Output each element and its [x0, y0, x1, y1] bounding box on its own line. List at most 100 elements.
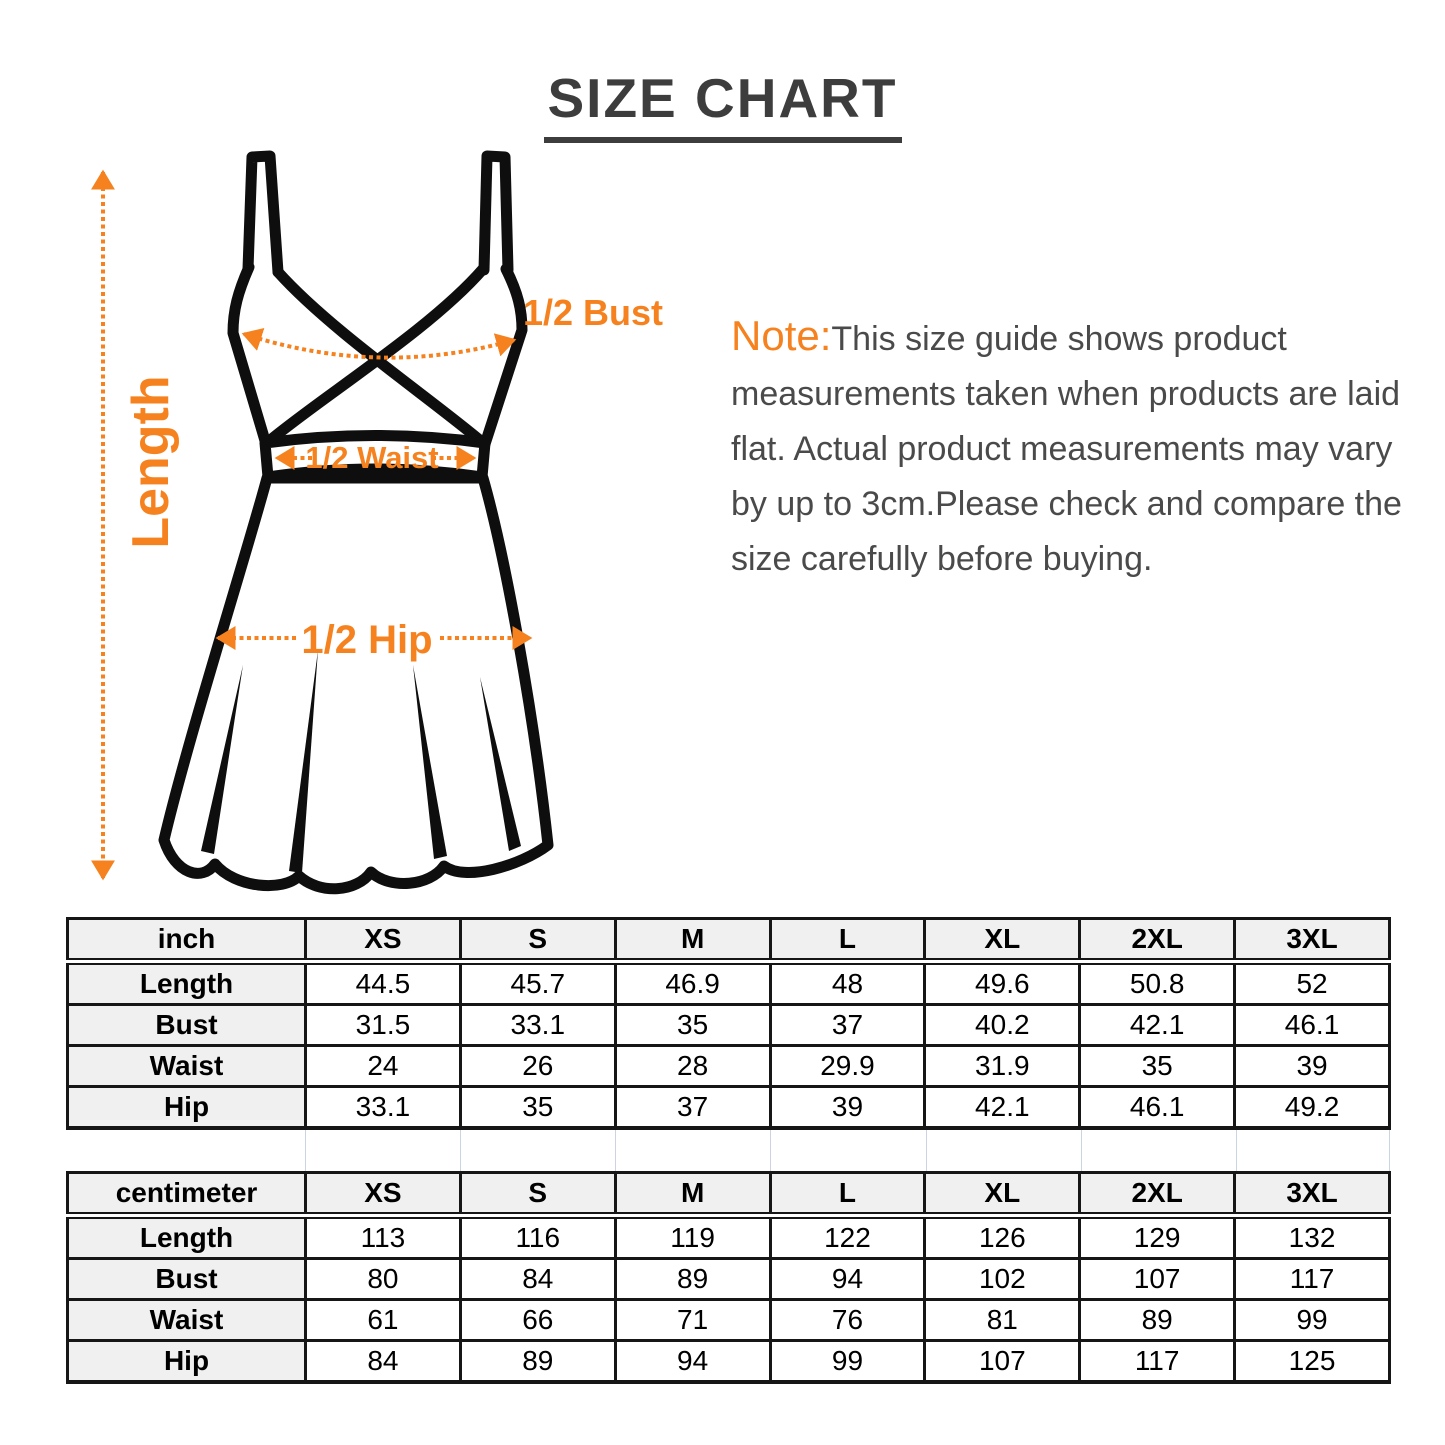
measurement-value: 45.7 — [458, 960, 617, 1006]
size-col-header: S — [458, 917, 617, 965]
measurement-value: 28 — [613, 1044, 772, 1088]
size-tables: inch XS S M L XL 2XL 3XL Length 44.5 45.… — [66, 917, 1391, 1384]
size-col-header: M — [613, 1171, 772, 1219]
measurement-value: 81 — [923, 1298, 1082, 1342]
page-title: SIZE CHART — [543, 66, 902, 143]
measurement-value: 117 — [1078, 1339, 1237, 1384]
size-col-header: 2XL — [1078, 917, 1237, 965]
measurement-value: 42.1 — [923, 1085, 1082, 1130]
measurement-value: 52 — [1233, 960, 1391, 1006]
table-row: inch XS S M L XL 2XL 3XL — [66, 917, 1391, 965]
column-guide-line — [926, 1130, 927, 1171]
column-guide-line — [1389, 1130, 1390, 1171]
measurement-value: 24 — [304, 1044, 462, 1088]
size-table-centimeter: centimeter XS S M L XL 2XL 3XL Length 11… — [66, 1171, 1391, 1384]
note-text: This size guide shows product measuremen… — [731, 320, 1402, 578]
note-paragraph: Note:This size guide shows product measu… — [731, 308, 1409, 587]
measurement-value: 35 — [458, 1085, 617, 1130]
unit-header: centimeter — [66, 1171, 307, 1219]
size-col-header: S — [458, 1171, 617, 1219]
measurement-value: 39 — [1233, 1044, 1391, 1088]
measurement-value: 44.5 — [304, 960, 462, 1006]
measurement-value: 89 — [613, 1257, 772, 1301]
measurement-label: Hip — [66, 1339, 307, 1384]
skirt-pleats — [201, 650, 521, 873]
measurement-value: 125 — [1233, 1339, 1391, 1384]
bust-label: 1/2 Bust — [523, 292, 663, 333]
size-col-header: XS — [304, 917, 462, 965]
measurement-value: 46.9 — [613, 960, 772, 1006]
size-col-header: 3XL — [1233, 1171, 1391, 1219]
measurement-value: 94 — [613, 1339, 772, 1384]
size-col-header: XL — [923, 917, 1082, 965]
table-row: Waist 61 66 71 76 81 89 99 — [66, 1298, 1391, 1342]
measurement-value: 99 — [1233, 1298, 1391, 1342]
size-table-inch: inch XS S M L XL 2XL 3XL Length 44.5 45.… — [66, 917, 1391, 1130]
measurement-value: 102 — [923, 1257, 1082, 1301]
measurement-value: 71 — [613, 1298, 772, 1342]
measurement-value: 31.5 — [304, 1003, 462, 1047]
measurement-value: 49.6 — [923, 960, 1082, 1006]
table-row: Hip 84 89 94 99 107 117 125 — [66, 1339, 1391, 1384]
measurement-value: 129 — [1078, 1214, 1237, 1260]
measurement-value: 50.8 — [1078, 960, 1237, 1006]
table-row: centimeter XS S M L XL 2XL 3XL — [66, 1171, 1391, 1219]
page-title-wrap: SIZE CHART — [0, 66, 1445, 143]
measurement-value: 40.2 — [923, 1003, 1082, 1047]
size-col-header: XL — [923, 1171, 1082, 1219]
measurement-value: 42.1 — [1078, 1003, 1237, 1047]
measurement-label: Hip — [66, 1085, 307, 1130]
size-col-header: 2XL — [1078, 1171, 1237, 1219]
measurement-value: 66 — [458, 1298, 617, 1342]
column-guide-line — [1081, 1130, 1082, 1171]
waistband — [259, 430, 491, 483]
measurement-value: 37 — [768, 1003, 927, 1047]
size-col-header: L — [768, 1171, 927, 1219]
measurement-value: 84 — [304, 1339, 462, 1384]
measurement-value: 37 — [613, 1085, 772, 1130]
measurement-value: 99 — [768, 1339, 927, 1384]
measurement-value: 107 — [1078, 1257, 1237, 1301]
dress-skirt — [158, 472, 554, 895]
right-strap — [478, 150, 514, 276]
table-row: Length 113 116 119 122 126 129 132 — [66, 1214, 1391, 1260]
measurement-label: Bust — [66, 1003, 307, 1047]
measurement-value: 35 — [613, 1003, 772, 1047]
measurement-value: 33.1 — [458, 1003, 617, 1047]
column-guide-line — [305, 1130, 306, 1171]
table-spacer — [66, 1130, 1391, 1171]
measurement-label: Bust — [66, 1257, 307, 1301]
table-row: Bust 31.5 33.1 35 37 40.2 42.1 46.1 — [66, 1003, 1391, 1047]
hip-label: 1/2 Hip — [301, 618, 432, 662]
length-label: Length — [122, 375, 180, 548]
measurement-value: 116 — [458, 1214, 617, 1260]
measurement-value: 89 — [458, 1339, 617, 1384]
left-strap — [242, 150, 284, 278]
measurement-value: 46.1 — [1078, 1085, 1237, 1130]
measurement-value: 84 — [458, 1257, 617, 1301]
measurement-value: 61 — [304, 1298, 462, 1342]
measurement-value: 119 — [613, 1214, 772, 1260]
bodice-left-side — [227, 261, 272, 450]
measurement-label: Length — [66, 1214, 307, 1260]
measurement-value: 113 — [304, 1214, 462, 1260]
measurement-value: 132 — [1233, 1214, 1391, 1260]
table-row: Bust 80 84 89 94 102 107 117 — [66, 1257, 1391, 1301]
size-col-header: M — [613, 917, 772, 965]
measurement-value: 107 — [923, 1339, 1082, 1384]
measurement-value: 80 — [304, 1257, 462, 1301]
bodice-wrap-right — [262, 263, 489, 448]
dress-measurement-diagram: Length 1/2 Bust 1/2 Waist 1/2 Hip — [91, 150, 663, 895]
measurement-value: 76 — [768, 1298, 927, 1342]
measurement-value: 29.9 — [768, 1044, 927, 1088]
measurement-value: 122 — [768, 1214, 927, 1260]
size-col-header: 3XL — [1233, 917, 1391, 965]
measurement-value: 48 — [768, 960, 927, 1006]
note-label: Note: — [731, 312, 832, 359]
unit-header: inch — [66, 917, 307, 965]
table-row: Hip 33.1 35 37 39 42.1 46.1 49.2 — [66, 1085, 1391, 1130]
measurement-value: 26 — [458, 1044, 617, 1088]
column-guide-line — [1236, 1130, 1237, 1171]
measurement-value: 39 — [768, 1085, 927, 1130]
